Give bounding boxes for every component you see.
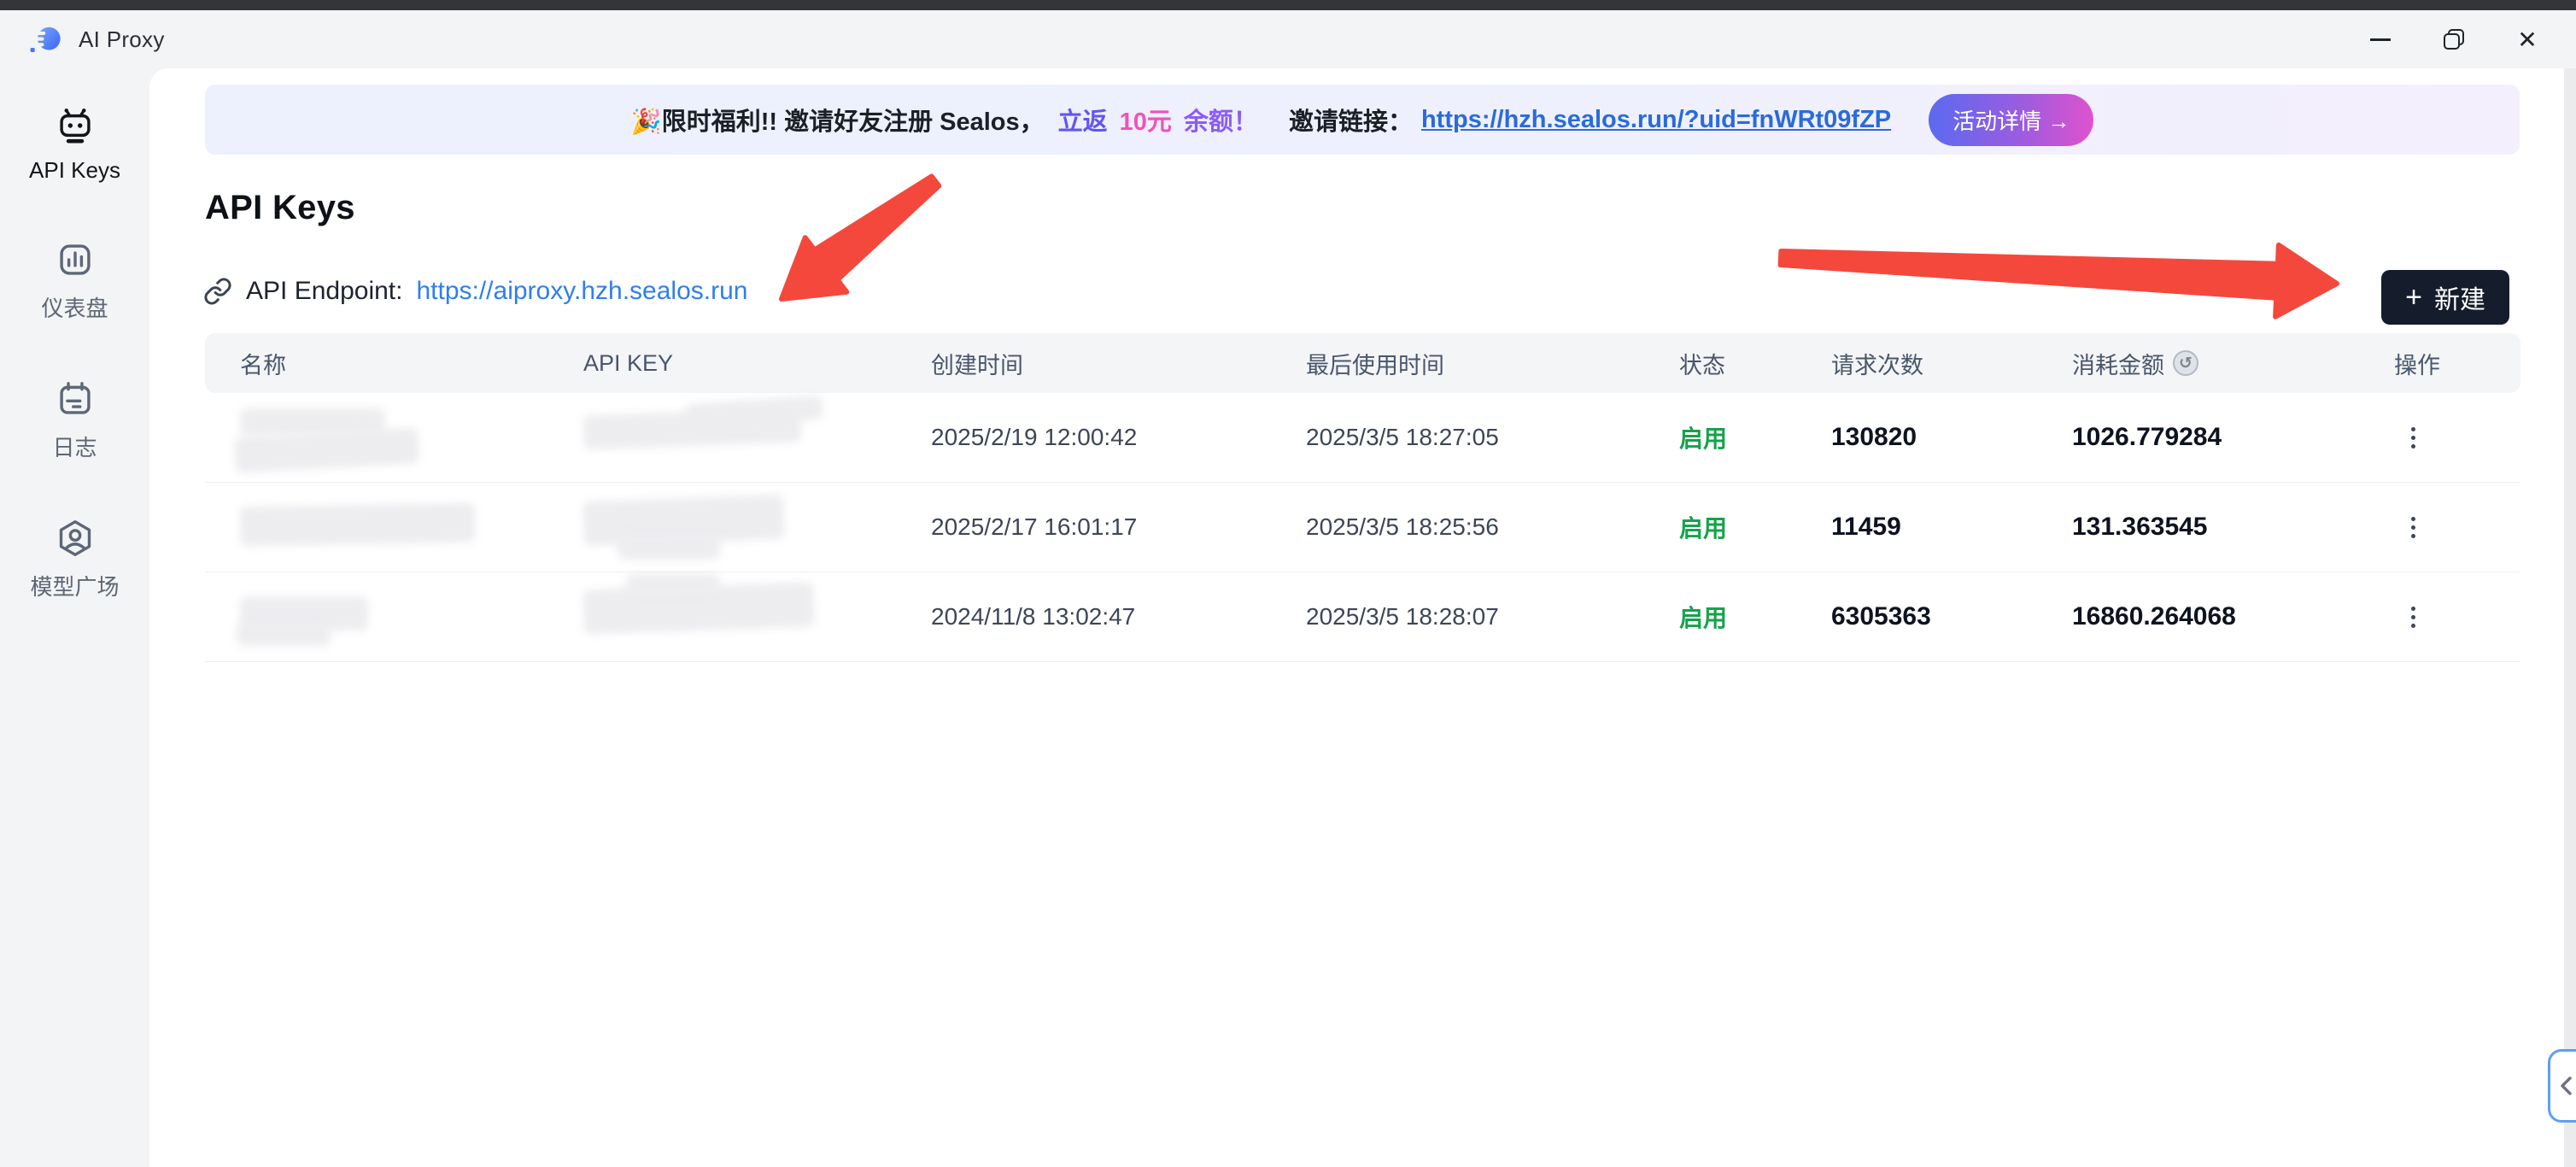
header-requests: 请求次数 [1831, 352, 1923, 378]
row-actions-menu-button[interactable] [2394, 419, 2432, 456]
promo-banner: 🎉限时福利!! 邀请好友注册 Sealos， 立返 10元 余额！ 邀请链接： … [205, 85, 2520, 155]
titlebar: AI Proxy ✕ [0, 10, 2576, 68]
minimize-icon [2370, 38, 2391, 41]
cell-requests: 130820 [1831, 423, 1917, 451]
cell-last-used: 2025/3/5 18:28:07 [1306, 603, 1499, 630]
chevron-left-icon [2561, 1076, 2572, 1095]
banner-balance-text: 余额！ [1183, 108, 1258, 136]
window-title: AI Proxy [79, 26, 165, 52]
cell-amount: 1026.779284 [2072, 423, 2222, 451]
row-actions-menu-button[interactable] [2394, 508, 2432, 546]
status-badge: 启用 [1679, 515, 1728, 542]
table-row: 2025/2/17 16:01:17 2025/3/5 18:25:56 启用 … [205, 483, 2520, 572]
status-badge: 启用 [1679, 425, 1728, 452]
minimize-button[interactable] [2344, 15, 2417, 63]
header-status: 状态 [1679, 352, 1725, 378]
table-row: 2025/2/19 12:00:42 2025/3/5 18:27:05 启用 … [205, 393, 2520, 483]
sidebar-item-label: API Keys [29, 157, 120, 183]
sidebar-item-logs[interactable]: 日志 [7, 378, 143, 462]
api-keys-table: 名称 API KEY 创建时间 最后使用时间 状态 请求次数 消耗金额 ↺ 操作 [205, 333, 2520, 662]
coin-icon: ↺ [2173, 350, 2198, 376]
new-key-button-label: 新建 [2434, 286, 2485, 314]
sidebar: API Keys 仪表盘 日志 [0, 68, 149, 1167]
calendar-icon [59, 382, 91, 414]
app-body: API Keys 仪表盘 日志 [0, 68, 2576, 1167]
row-actions-menu-button[interactable] [2394, 598, 2432, 636]
cell-name-redacted [237, 583, 583, 651]
new-key-button[interactable]: + 新建 [2381, 270, 2509, 325]
banner-intro-text: 🎉限时福利!! 邀请好友注册 Sealos， [630, 108, 1045, 136]
sidebar-item-label: 仪表盘 [41, 296, 108, 321]
cell-key-redacted [583, 574, 931, 651]
header-api-key: API KEY [583, 349, 674, 376]
header-name: 名称 [240, 352, 286, 378]
main-content: 🎉限时福利!! 邀请好友注册 Sealos， 立返 10元 余额！ 邀请链接： … [149, 68, 2576, 1167]
cell-last-used: 2025/3/5 18:27:05 [1306, 424, 1499, 450]
cell-requests: 6305363 [1831, 602, 1931, 630]
cell-created: 2024/11/8 13:02:47 [931, 603, 1136, 630]
status-badge: 启用 [1679, 605, 1728, 631]
cell-created: 2025/2/19 12:00:42 [931, 424, 1138, 450]
page-title: API Keys [205, 189, 355, 226]
plus-icon: + [2405, 281, 2422, 314]
cell-amount: 16860.264068 [2072, 602, 2236, 630]
panel-collapse-handle[interactable] [2548, 1049, 2576, 1123]
endpoint-row: API Endpoint: https://aiproxy.hzh.sealos… [203, 277, 2576, 306]
right-edge-strip [2564, 68, 2576, 1167]
screen-top-strip [0, 0, 2576, 10]
table-header-row: 名称 API KEY 创建时间 最后使用时间 状态 请求次数 消耗金额 ↺ 操作 [205, 333, 2520, 393]
endpoint-url-link[interactable]: https://aiproxy.hzh.sealos.run [416, 277, 748, 305]
models-icon [59, 519, 91, 557]
header-amount-label: 消耗金额 [2072, 352, 2164, 378]
robot-icon [59, 108, 91, 144]
header-actions: 操作 [2394, 352, 2440, 378]
table-row: 2024/11/8 13:02:47 2025/3/5 18:28:07 启用 … [205, 572, 2520, 662]
cell-key-redacted [583, 493, 931, 561]
sidebar-item-models[interactable]: 模型广场 [7, 517, 143, 601]
sidebar-item-dashboard[interactable]: 仪表盘 [7, 238, 143, 323]
activity-detail-button[interactable]: 活动详情 → [1929, 93, 2094, 146]
cell-requests: 11459 [1831, 513, 1901, 541]
link-icon [204, 278, 231, 305]
banner-return-text: 立返 [1057, 108, 1108, 136]
header-last-used: 最后使用时间 [1306, 352, 1444, 378]
cell-name-redacted [234, 403, 583, 473]
cell-created: 2025/2/17 16:01:17 [931, 513, 1138, 540]
sidebar-item-label: 模型广场 [30, 574, 120, 600]
sidebar-item-label: 日志 [52, 435, 97, 460]
dashboard-icon [59, 244, 91, 275]
close-icon: ✕ [2517, 26, 2538, 53]
restore-button[interactable] [2417, 15, 2491, 63]
header-created: 创建时间 [931, 352, 1023, 378]
cell-key-redacted [583, 395, 931, 472]
close-button[interactable]: ✕ [2491, 15, 2564, 63]
cell-last-used: 2025/3/5 18:25:56 [1306, 513, 1499, 540]
banner-amount-text: 10元 [1119, 108, 1172, 136]
restore-icon [2444, 29, 2464, 50]
endpoint-label: API Endpoint: [246, 277, 403, 305]
cell-amount: 131.363545 [2072, 513, 2208, 541]
cell-name-redacted [239, 493, 583, 561]
header-amount: 消耗金额 ↺ [2072, 347, 2394, 380]
app-logo-icon [30, 26, 61, 52]
invite-link[interactable]: https://hzh.sealos.run/?uid=fnWRt09fZP [1420, 105, 1892, 133]
sidebar-item-api-keys[interactable]: API Keys [7, 104, 143, 184]
banner-invite-label: 邀请链接： [1288, 108, 1413, 136]
